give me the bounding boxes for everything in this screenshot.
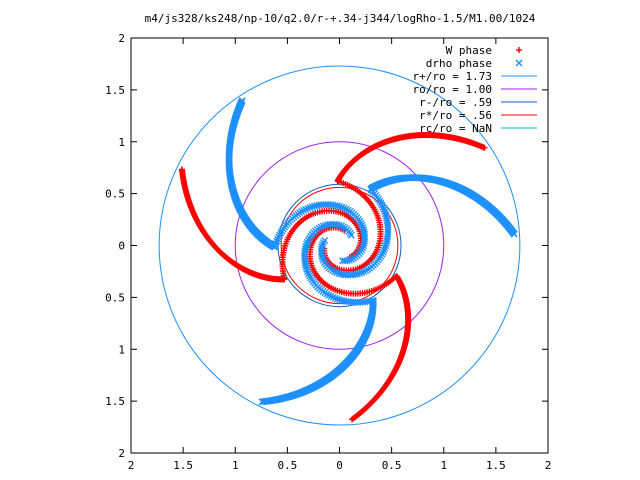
drho-phase-point <box>353 270 361 278</box>
x-tick-label: 0.5 <box>277 459 297 472</box>
x-tick-label: 0 <box>336 459 343 472</box>
drho-phase-point <box>381 210 389 218</box>
x-tick-label: 1 <box>232 459 239 472</box>
y-tick-label: 2 <box>118 447 125 460</box>
y-tick-label: 0.5 <box>105 188 125 201</box>
legend-label: drho phase <box>426 57 492 70</box>
circle-roro <box>234 141 445 350</box>
x-tick-label: 2 <box>128 459 135 472</box>
w-phase-point <box>481 144 488 151</box>
y-tick-label: 0 <box>118 240 125 253</box>
drho-phase-point <box>261 398 269 406</box>
drho-phase-point <box>381 244 389 252</box>
drho-phase-point <box>303 238 311 246</box>
axis-ticks: 2 1.5 1 0.5 0 0.5 1 1.5 221.510.500.511.52 <box>105 32 551 472</box>
drho-phase-point <box>356 269 363 277</box>
x-tick-label: 1.5 <box>486 459 506 472</box>
drho-phase-point <box>359 244 367 252</box>
y-tick-label: 0.5 <box>105 291 125 304</box>
w-phase-point <box>350 415 357 422</box>
x-tick-label: 2 <box>545 459 552 472</box>
drho-phase-point <box>318 252 326 260</box>
circle-rro <box>158 65 521 426</box>
radius-circles <box>158 65 521 426</box>
drho-phase-point <box>259 398 267 406</box>
legend-symbol <box>516 47 522 53</box>
drho-phase-point <box>345 256 353 264</box>
drho-phase-point <box>381 208 389 216</box>
drho-phase-point <box>308 203 316 211</box>
x-tick-label: 1 <box>440 459 447 472</box>
chart-title: m4/js328/ks248/np-10/q2.0/r-+.34-j344/lo… <box>145 12 536 25</box>
legend-symbol <box>515 59 523 67</box>
legend-label: W phase <box>446 44 492 57</box>
y-tick-label: 2 <box>118 32 125 45</box>
drho-phase-point <box>303 265 311 273</box>
drho-phase-point <box>333 269 341 277</box>
legend-label: ro/ro = 1.00 <box>413 83 492 96</box>
w-phase-point <box>178 166 185 173</box>
y-tick-label: 1 <box>118 343 125 356</box>
legend-label: r+/ro = 1.73 <box>413 70 492 83</box>
x-tick-label: 1.5 <box>173 459 193 472</box>
w-phase-point <box>349 416 356 423</box>
drho-phase-point <box>360 226 368 234</box>
legend-label: r-/ro = .59 <box>419 96 492 109</box>
drho-phase-point <box>258 398 266 406</box>
drho-phase-point <box>321 221 329 229</box>
drho-phase-point <box>238 97 246 105</box>
drho-phase-point <box>510 230 518 238</box>
phase-points <box>178 97 518 423</box>
drho-phase-point <box>302 263 310 271</box>
legend-label: rc/ro = NaN <box>419 122 492 135</box>
y-tick-label: 1.5 <box>105 84 125 97</box>
y-tick-label: 1 <box>118 136 125 149</box>
drho-phase-point <box>331 294 339 302</box>
y-tick-label: 1.5 <box>105 395 125 408</box>
legend-label: r*/ro = .56 <box>419 109 492 122</box>
x-tick-label: 0.5 <box>382 459 402 472</box>
